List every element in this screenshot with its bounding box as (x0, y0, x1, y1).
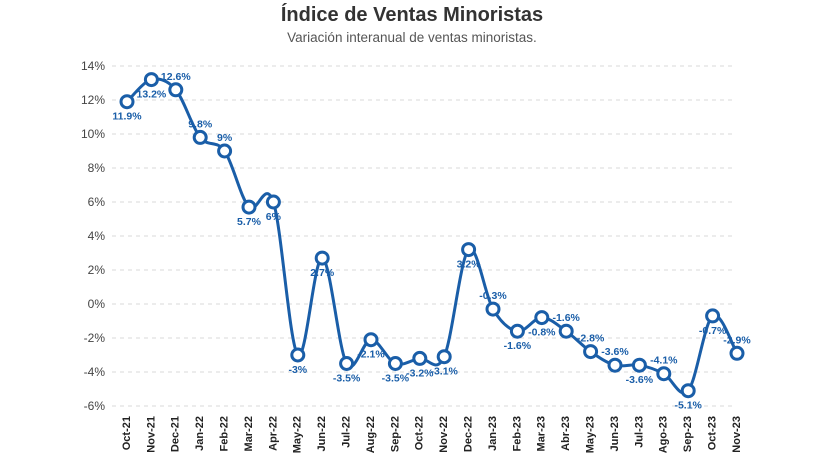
x-tick-label: May-22 (292, 416, 304, 453)
data-label: -2.9% (723, 334, 751, 346)
data-point (680, 383, 696, 399)
x-tick-label: Oct-23 (707, 416, 719, 450)
y-tick-label: 0% (88, 297, 106, 311)
x-tick-label: Nov-22 (438, 416, 450, 453)
data-label: 11.9% (112, 111, 142, 123)
data-point (509, 323, 525, 339)
x-tick-label: Apr-22 (267, 416, 279, 451)
x-tick-label: Jul-22 (341, 416, 353, 448)
data-label: -3.6% (626, 374, 654, 386)
x-tick-label: Nov-23 (731, 416, 743, 453)
x-tick-label: Aug-22 (365, 416, 377, 453)
data-point (558, 323, 574, 339)
data-point (656, 366, 672, 382)
chart-title: Índice de Ventas Minoristas (280, 4, 544, 26)
data-label: -0.7% (699, 325, 727, 337)
data-label: -1.6% (552, 312, 580, 324)
y-tick-label: 8% (88, 161, 106, 175)
x-tick-label: Jul-23 (633, 416, 645, 448)
data-point (485, 301, 501, 317)
data-point (412, 350, 428, 366)
x-tick-label: Feb-22 (219, 416, 231, 451)
data-label: -0.3% (479, 290, 507, 302)
data-point (217, 143, 233, 159)
data-point (241, 199, 257, 215)
data-point (119, 94, 135, 110)
data-label: 3.2% (457, 259, 482, 271)
x-tick-label: Oct-21 (121, 416, 133, 450)
x-tick-label: Oct-22 (414, 416, 426, 450)
data-point (339, 356, 355, 371)
data-label: 5.7% (237, 216, 262, 228)
data-point (290, 347, 306, 363)
data-label: 9.8% (188, 118, 213, 130)
data-label: -3% (288, 364, 307, 376)
y-axis-ticks: 14% 12% 10% 8% 6% 4% 2% 0% -2% -4% -6% (81, 59, 105, 413)
y-tick-label: 14% (81, 59, 105, 73)
data-point (705, 308, 721, 324)
data-point (461, 242, 477, 258)
y-tick-label: 2% (88, 263, 106, 277)
data-label: 12.6% (161, 71, 191, 83)
data-point (265, 194, 281, 210)
data-label: -4.1% (650, 355, 678, 367)
x-tick-label: Jan-23 (487, 416, 499, 451)
data-point (729, 345, 745, 361)
x-tick-label: Mar-22 (243, 416, 255, 451)
data-point (314, 250, 330, 266)
data-points (119, 72, 745, 399)
y-tick-label: 10% (81, 127, 105, 141)
x-tick-label: Abr-23 (560, 416, 572, 451)
data-label: 2.7% (310, 267, 335, 279)
data-point (631, 357, 647, 373)
x-tick-label: Sep-22 (389, 416, 401, 452)
data-label: -3.1% (430, 366, 458, 378)
data-point (534, 310, 550, 326)
x-tick-label: Jun-22 (316, 416, 328, 451)
y-tick-label: -6% (84, 399, 106, 413)
x-axis-ticks: Oct-21 Nov-21 Dec-21 Jan-22 Feb-22 Mar-22 Apr-… (121, 416, 743, 453)
data-label: -5.1% (674, 400, 702, 412)
data-label: 13.2% (137, 89, 167, 101)
data-label: -2.1% (357, 349, 385, 361)
data-label: -1.6% (504, 340, 532, 352)
x-tick-label: Jan-22 (194, 416, 206, 451)
y-tick-label: 12% (81, 93, 105, 107)
data-point (363, 332, 379, 348)
data-point (607, 357, 623, 373)
data-label: 9% (217, 132, 233, 144)
data-label: -0.8% (528, 327, 556, 339)
y-tick-label: 6% (88, 195, 106, 209)
chart-subtitle: Variación interanual de ventas minorista… (287, 30, 537, 45)
data-label: 6% (266, 211, 282, 223)
x-tick-label: Ago-23 (658, 416, 670, 453)
x-tick-label: Mar-23 (536, 416, 548, 451)
y-tick-label: 4% (88, 229, 106, 243)
x-tick-label: Sep-23 (682, 416, 694, 452)
x-tick-label: Feb-23 (511, 416, 523, 451)
y-tick-label: -4% (84, 365, 106, 379)
data-label: -3.6% (601, 346, 629, 358)
data-label: -3.5% (333, 373, 361, 385)
data-label: -3.2% (406, 367, 434, 379)
data-point (436, 349, 452, 365)
x-tick-label: May-23 (585, 416, 597, 453)
data-point (583, 344, 599, 360)
x-tick-label: Jun-23 (609, 416, 621, 451)
y-tick-label: -2% (84, 331, 106, 345)
data-point (143, 72, 159, 88)
x-tick-label: Nov-21 (145, 416, 157, 453)
data-point (387, 356, 403, 371)
data-labels: 11.9%13.2%12.6%9.8%9%5.7% 6%-3%2.7%-3.5%-… (112, 71, 751, 412)
data-point (168, 82, 184, 98)
data-point (192, 129, 208, 145)
x-tick-label: Dec-21 (170, 416, 182, 452)
data-label: -2.8% (577, 333, 605, 345)
data-label: -3.5% (382, 373, 410, 385)
x-tick-label: Dec-22 (463, 416, 475, 452)
